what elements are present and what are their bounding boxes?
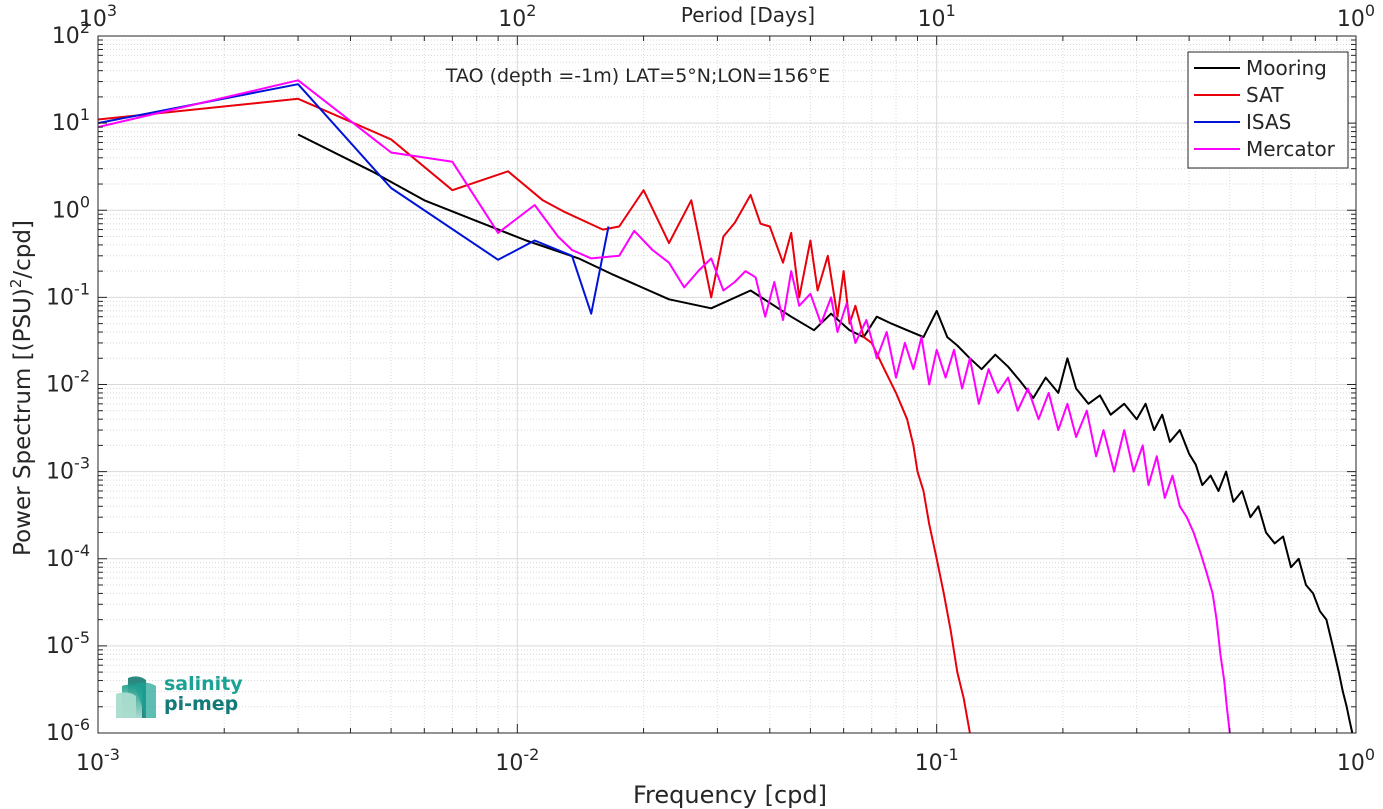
grid bbox=[97, 36, 1356, 734]
logo-text-pi-mep: pi-mep bbox=[164, 693, 239, 715]
y-tick-label: 10-2 bbox=[46, 367, 90, 398]
x-tick-label: 10-2 bbox=[495, 745, 539, 776]
x-axis-label: Frequency [cpd] bbox=[633, 781, 827, 809]
y-tick-label: 101 bbox=[52, 105, 90, 136]
legend-label: ISAS bbox=[1246, 110, 1291, 134]
series-line-sat bbox=[97, 97, 971, 734]
series-line-mooring bbox=[297, 133, 1354, 734]
top-tick-label: 100 bbox=[1337, 1, 1375, 32]
legend: Mooring SAT ISAS Mercator bbox=[1187, 51, 1349, 169]
series-line-mercator bbox=[97, 79, 1231, 734]
top-axis-label: Period [Days] bbox=[681, 3, 815, 27]
legend-label: SAT bbox=[1246, 83, 1284, 107]
y-tick-label: 102 bbox=[52, 18, 90, 49]
y-tick-label: 10-1 bbox=[46, 279, 90, 310]
chart-title: TAO (depth =-1m) LAT=5°N;LON=156°E bbox=[445, 65, 830, 87]
ticks bbox=[97, 35, 1357, 734]
x-tick-label: 100 bbox=[1337, 745, 1375, 776]
y-tick-label: 100 bbox=[52, 192, 90, 223]
y-tick-label: 10-3 bbox=[46, 454, 90, 485]
waves-logo-icon bbox=[116, 676, 156, 718]
y-tick-label: 10-5 bbox=[46, 628, 90, 659]
x-tick-label: 10-3 bbox=[76, 745, 120, 776]
top-tick-label: 102 bbox=[498, 1, 536, 32]
y-tick-label: 10-4 bbox=[46, 541, 90, 572]
top-tick-label: 101 bbox=[918, 1, 956, 32]
logo-text-salinity: salinity bbox=[164, 673, 243, 695]
salinity-pi-mep-logo: salinity pi-mep bbox=[116, 674, 246, 724]
series-line-isas bbox=[97, 83, 610, 315]
legend-label: Mercator bbox=[1246, 137, 1336, 161]
series-lines bbox=[97, 79, 1354, 734]
top-tick-label: 103 bbox=[79, 1, 117, 32]
legend-label: Mooring bbox=[1246, 56, 1327, 80]
y-axis-label: Power Spectrum [(PSU)2/cpd] bbox=[7, 220, 36, 556]
x-tick-label: 10-1 bbox=[915, 745, 959, 776]
y-tick-label: 10-6 bbox=[46, 715, 90, 746]
